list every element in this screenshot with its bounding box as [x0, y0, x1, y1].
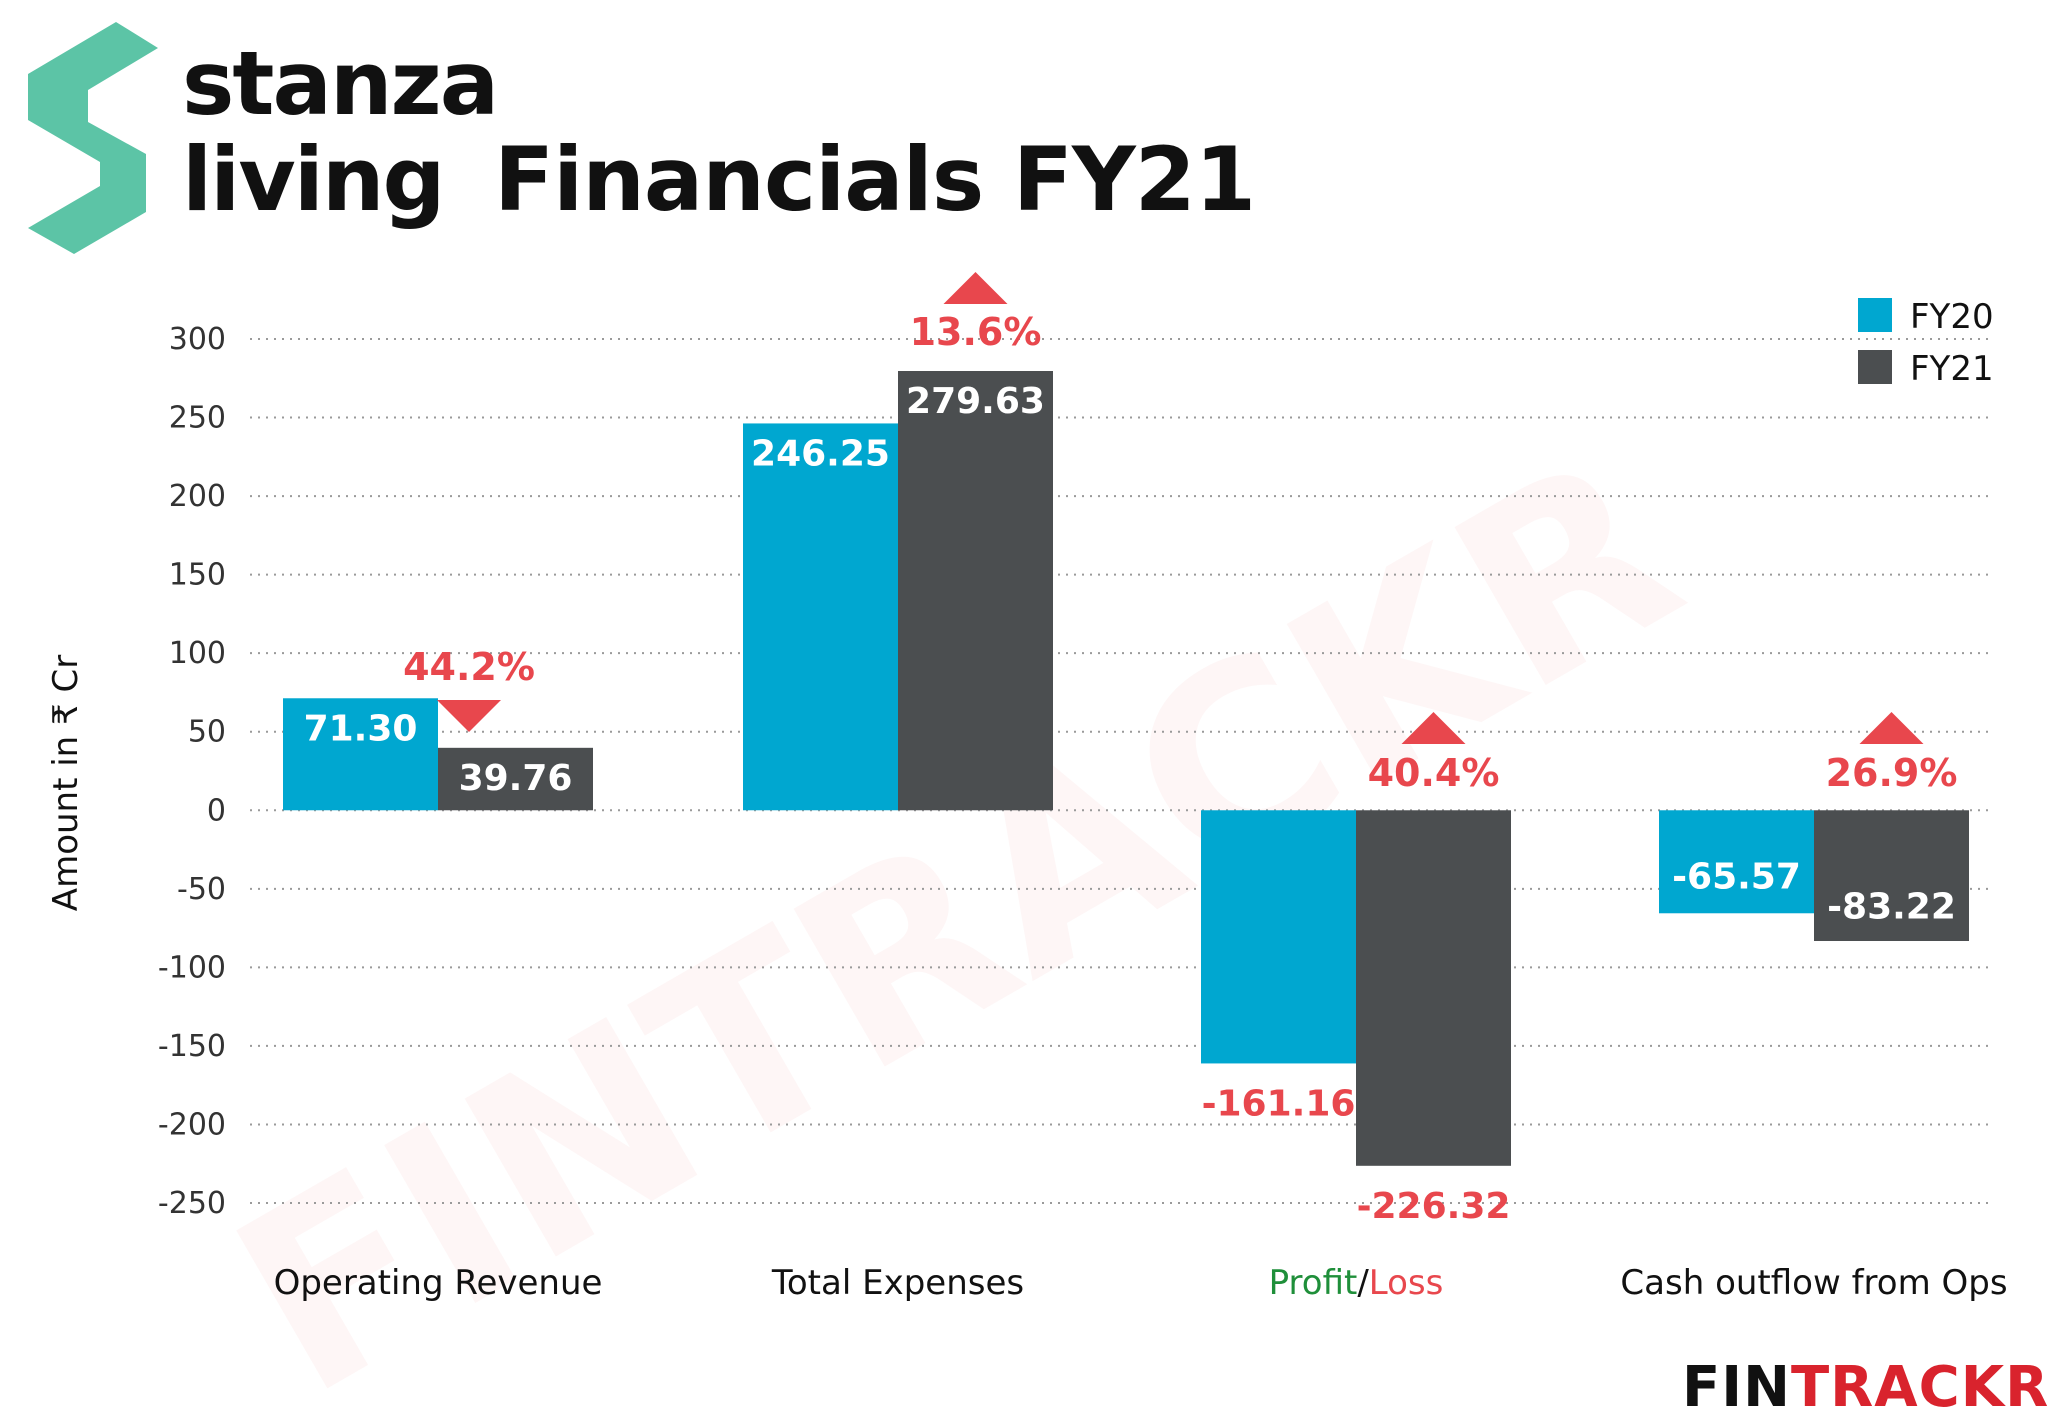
category-label-separator: /: [1357, 1263, 1369, 1303]
legend-label-fy21: FY21: [1910, 349, 1994, 389]
y-axis-label: Amount in ₹ Cr: [46, 655, 86, 911]
legend-swatch-fy21: [1858, 350, 1892, 384]
y-tick-label-6: 0: [207, 793, 226, 828]
y-tick-label-10: -200: [158, 1107, 226, 1142]
category-label-0: Operating Revenue: [274, 1263, 603, 1303]
legend-label-fy20: FY20: [1910, 297, 1994, 337]
category-label-loss-part: Loss: [1369, 1263, 1444, 1303]
y-tick-label-5: 50: [188, 715, 226, 750]
bar-value-label-fy21-3: -83.22: [1827, 886, 1956, 927]
bar-fy21-3: [1814, 810, 1969, 942]
category-label-2: Profit/Loss: [1269, 1263, 1444, 1303]
y-tick-label-7: -50: [177, 872, 226, 907]
y-tick-label-0: 300: [169, 322, 226, 357]
bar-fy21-2: [1356, 810, 1511, 1166]
y-tick-label-4: 100: [169, 636, 226, 671]
bar-value-label-fy20-3: -65.57: [1672, 856, 1801, 897]
change-label-0: 44.2%: [403, 645, 535, 689]
page-title: Financials FY21: [494, 128, 1256, 231]
fintrackr-logo: FINTRACKR: [1682, 1358, 2048, 1418]
bar-fy20-2: [1201, 810, 1356, 1064]
change-arrow-up-2: [1401, 712, 1466, 744]
y-tick-label-1: 250: [169, 401, 226, 436]
stanza-living-logo-icon: [28, 22, 158, 254]
change-label-3: 26.9%: [1826, 751, 1958, 795]
fintrackr-logo-suffix: TRACKR: [1790, 1355, 2048, 1420]
y-tick-label-3: 150: [169, 558, 226, 593]
bar-value-label-fy20-2: -161.16: [1202, 1083, 1356, 1124]
bar-fy21-0: [438, 747, 593, 811]
brand-name-line2: living: [182, 128, 445, 231]
change-arrow-up-3: [1859, 712, 1924, 744]
change-arrow-down-0: [437, 700, 501, 732]
bar-fy20-0: [283, 698, 438, 811]
category-label-3: Cash outflow from Ops: [1620, 1263, 2007, 1303]
fintrackr-logo-prefix: FIN: [1682, 1355, 1791, 1420]
category-label-profit-part: Profit: [1269, 1263, 1358, 1303]
bar-fy20-1: [743, 423, 898, 811]
bar-value-label-fy21-0: 39.76: [459, 758, 573, 799]
bar-fy20-3: [1659, 810, 1814, 914]
change-label-2: 40.4%: [1368, 751, 1500, 795]
y-tick-label-2: 200: [169, 479, 226, 514]
y-tick-label-8: -100: [158, 950, 226, 985]
bar-value-label-fy21-2: -226.32: [1357, 1186, 1511, 1227]
bar-value-label-fy20-0: 71.30: [304, 708, 418, 749]
category-label-1: Total Expenses: [771, 1263, 1024, 1303]
y-tick-label-9: -150: [158, 1029, 226, 1064]
change-arrow-up-1: [943, 272, 1008, 304]
brand-name-line1: stanza: [182, 32, 499, 135]
legend-swatch-fy20: [1858, 298, 1892, 332]
bar-fy21-1: [898, 370, 1053, 811]
change-label-1: 13.6%: [910, 310, 1042, 354]
y-tick-label-11: -250: [158, 1186, 226, 1221]
bar-value-label-fy20-1: 246.25: [751, 433, 890, 474]
bar-value-label-fy21-1: 279.63: [906, 381, 1045, 422]
